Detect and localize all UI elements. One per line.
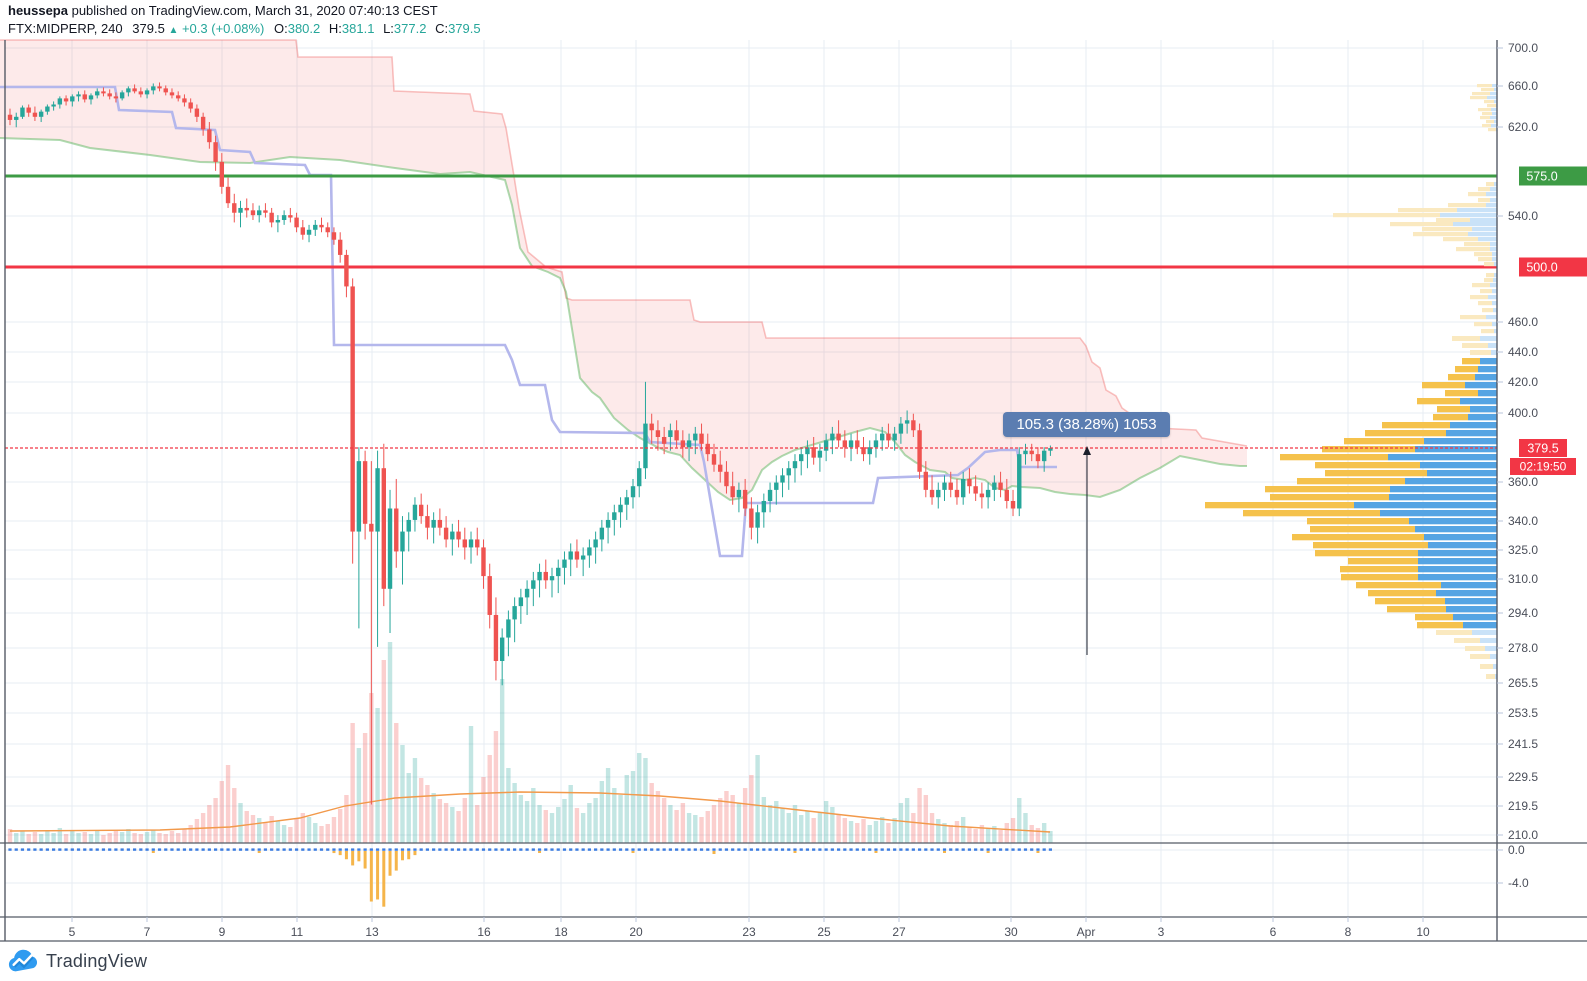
tradingview-footer: TradingView — [8, 944, 147, 978]
published-text: published on TradingView.com, March 31, … — [67, 3, 438, 18]
close-label: C: — [435, 21, 449, 36]
horizontal-levels[interactable] — [5, 174, 1497, 269]
svg-text:13: 13 — [365, 925, 379, 939]
svg-text:294.0: 294.0 — [1508, 606, 1538, 620]
svg-text:3: 3 — [1158, 925, 1165, 939]
svg-text:7: 7 — [144, 925, 151, 939]
svg-text:6: 6 — [1270, 925, 1277, 939]
svg-text:02:19:50: 02:19:50 — [1520, 460, 1567, 474]
svg-text:325.0: 325.0 — [1508, 543, 1538, 557]
svg-text:27: 27 — [892, 925, 906, 939]
change-up-icon: ▲ — [168, 25, 179, 36]
svg-text:700.0: 700.0 — [1508, 41, 1538, 55]
open-value: 380.2 — [287, 21, 321, 36]
svg-text:340.0: 340.0 — [1508, 514, 1538, 528]
svg-text:379.5: 379.5 — [1527, 442, 1558, 456]
candles — [7, 82, 1053, 805]
svg-text:16: 16 — [477, 925, 491, 939]
kijun-line — [0, 85, 1057, 558]
svg-text:5: 5 — [69, 925, 76, 939]
svg-text:8: 8 — [1345, 925, 1352, 939]
publish-caption: heussepa published on TradingView.com, M… — [8, 2, 438, 20]
svg-text:0.0: 0.0 — [1508, 843, 1525, 857]
volume-profile — [1205, 84, 1497, 679]
svg-text:310.0: 310.0 — [1508, 572, 1538, 586]
svg-text:278.0: 278.0 — [1508, 641, 1538, 655]
svg-text:265.5: 265.5 — [1508, 676, 1538, 690]
svg-text:620.0: 620.0 — [1508, 120, 1538, 134]
svg-text:23: 23 — [742, 925, 756, 939]
countdown-badge — [1510, 458, 1576, 475]
pane-borders — [0, 40, 1587, 942]
svg-text:210.0: 210.0 — [1508, 828, 1538, 842]
measure-line[interactable] — [1083, 446, 1091, 655]
svg-text:460.0: 460.0 — [1508, 315, 1538, 329]
svg-text:660.0: 660.0 — [1508, 79, 1538, 93]
low-value: 377.2 — [393, 21, 427, 36]
svg-text:-4.0: -4.0 — [1508, 876, 1529, 890]
svg-text:241.5: 241.5 — [1508, 737, 1538, 751]
tradingview-brand-text[interactable]: TradingView — [46, 950, 148, 971]
high-value: 381.1 — [341, 21, 375, 36]
svg-text:18: 18 — [554, 925, 568, 939]
username: heussepa — [8, 3, 68, 18]
svg-text:25: 25 — [817, 925, 831, 939]
change-text: +0.3 (+0.08%) — [181, 21, 265, 36]
svg-text:500.0: 500.0 — [1526, 261, 1557, 275]
svg-text:Apr: Apr — [1077, 925, 1096, 939]
ichimoku-cloud — [0, 39, 1248, 558]
svg-text:400.0: 400.0 — [1508, 406, 1538, 420]
tradingview-logo-icon[interactable] — [8, 948, 40, 974]
symbol-legend[interactable]: FTX:MIDPERP, 240 379.5 ▲ +0.3 (+0.08%) O… — [8, 20, 481, 40]
svg-text:229.5: 229.5 — [1508, 770, 1538, 784]
open-label: O: — [273, 21, 288, 36]
price-axis[interactable]: 700.0 660.0 620.0 540.0 460.0 440.0 420.0 400.0… — [1497, 41, 1587, 890]
svg-text:219.5: 219.5 — [1508, 799, 1538, 813]
svg-text:30: 30 — [1004, 925, 1018, 939]
svg-text:11: 11 — [291, 925, 304, 939]
last-price: 379.5 — [132, 21, 165, 36]
svg-text:9: 9 — [219, 925, 226, 939]
volume-ma-line — [9, 791, 1051, 833]
high-label: H: — [328, 21, 342, 36]
svg-text:253.5: 253.5 — [1508, 706, 1538, 720]
close-value: 379.5 — [448, 21, 481, 36]
svg-text:360.0: 360.0 — [1508, 475, 1538, 489]
svg-text:10: 10 — [1416, 925, 1430, 939]
measure-tooltip: 105.3 (38.28%) 1053 — [1003, 412, 1170, 437]
volume-bars — [7, 642, 1053, 843]
time-axis[interactable]: 5 7 9 11 13 16 18 20 23 25 27 30 Apr 3 6 8 10 — [69, 917, 1430, 939]
symbol-name[interactable]: FTX:MIDPERP, 240 — [8, 21, 123, 36]
low-label: L: — [383, 21, 394, 36]
svg-text:575.0: 575.0 — [1526, 170, 1557, 184]
last-price-badge — [1519, 439, 1567, 457]
svg-text:420.0: 420.0 — [1508, 375, 1538, 389]
svg-text:20: 20 — [629, 925, 643, 939]
svg-text:540.0: 540.0 — [1508, 209, 1538, 223]
lower-indicator — [8, 848, 1053, 907]
svg-text:440.0: 440.0 — [1508, 345, 1538, 359]
